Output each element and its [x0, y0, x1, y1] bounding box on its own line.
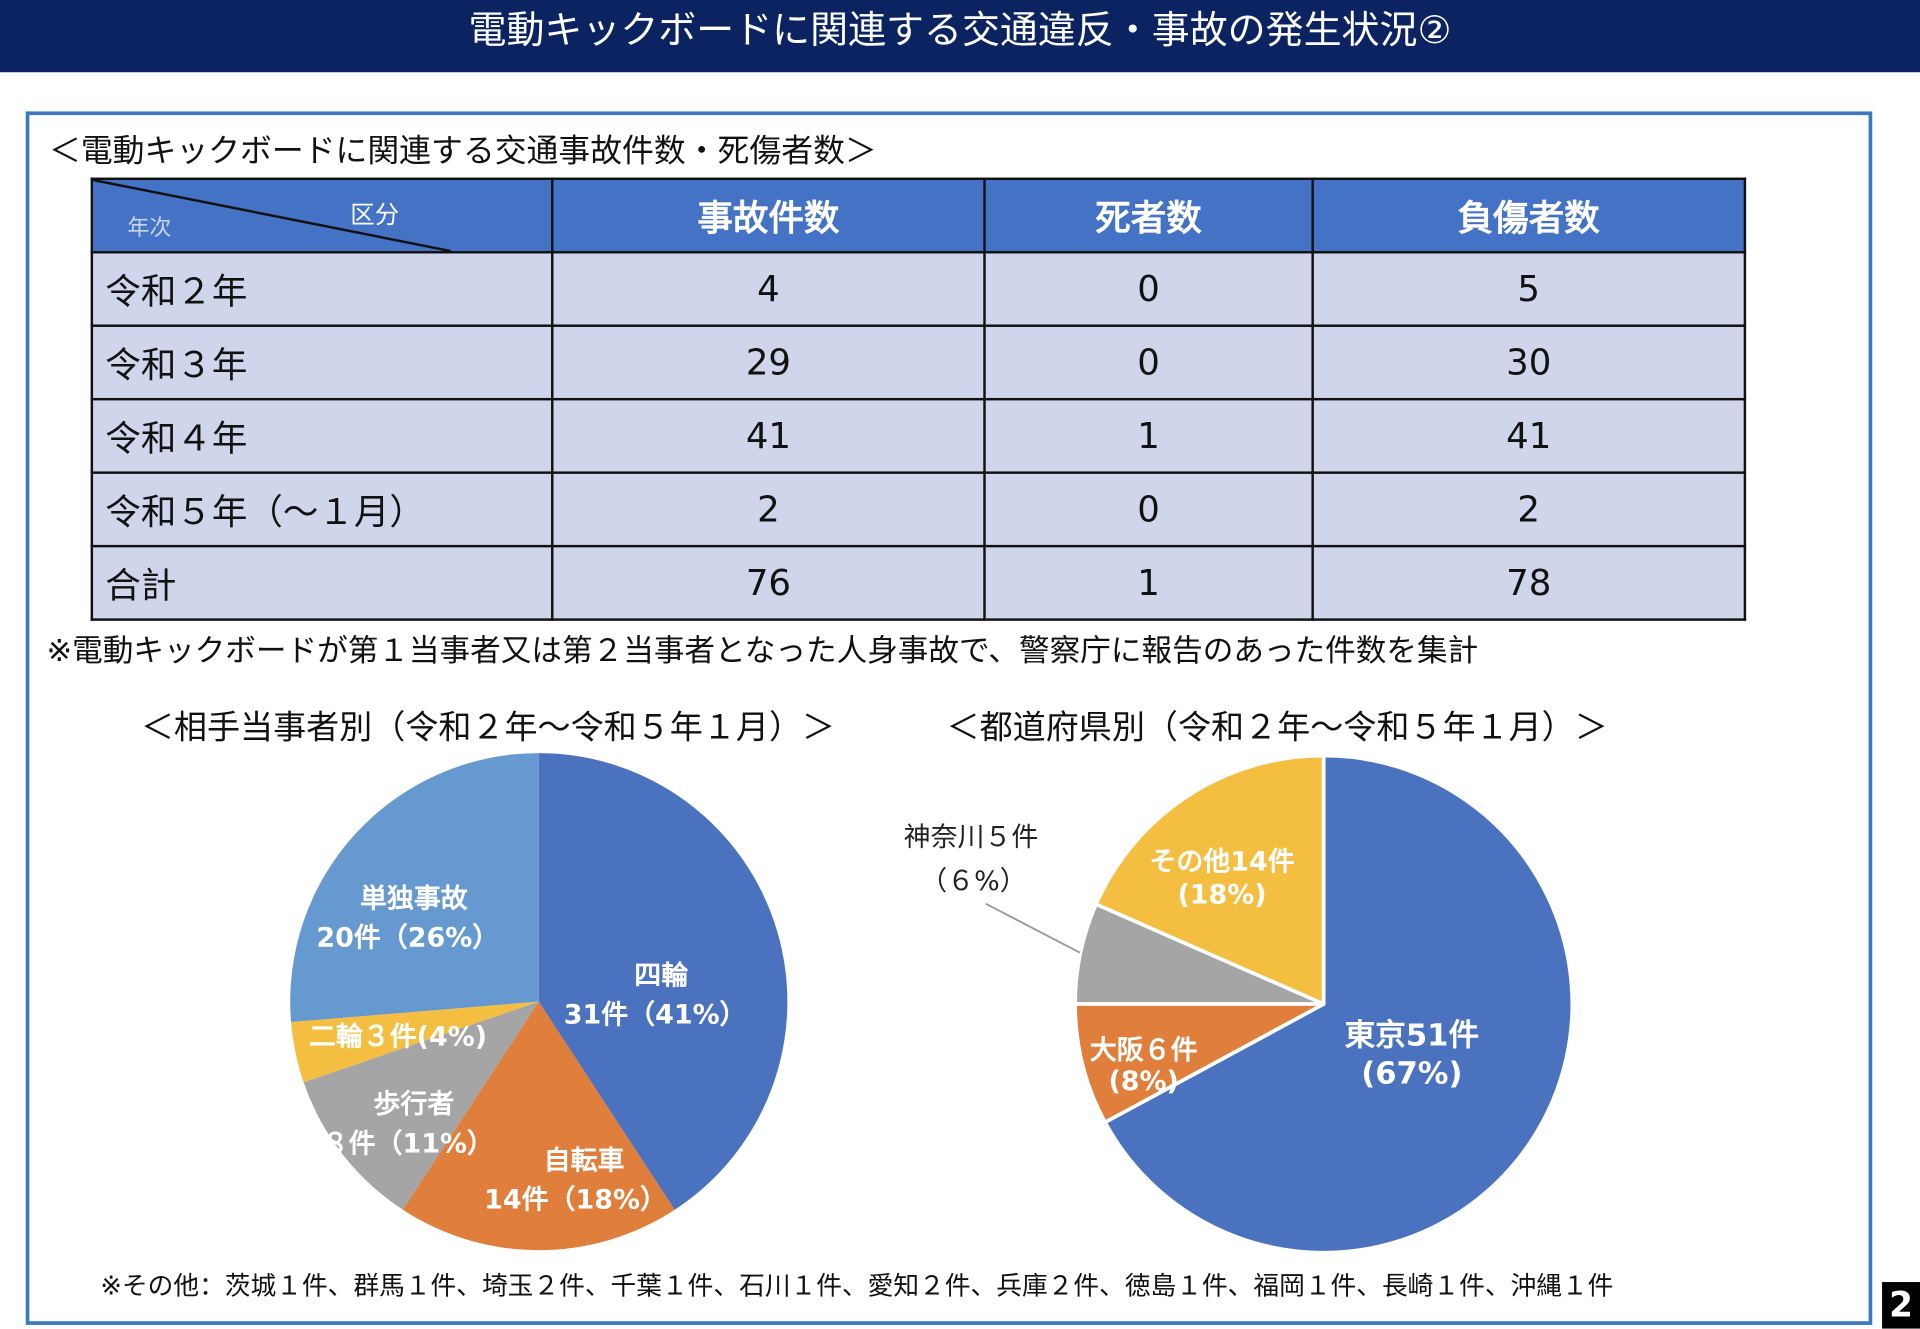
pie-slice-その他 [1093, 753, 1326, 1007]
row-label: 令和５年（～１月） [90, 471, 554, 548]
diagonal-line [93, 180, 451, 252]
pie-sublabel: （６%） [920, 866, 1027, 898]
column-header: 事故件数 [551, 177, 986, 254]
cell: 78 [1311, 544, 1747, 621]
cell: 0 [983, 471, 1314, 548]
pie-title-prefecture: ＜都道府県別（令和２年～令和５年１月）＞ [946, 708, 1608, 747]
pie-label: 四輪 [634, 961, 689, 992]
cell: 41 [551, 397, 986, 474]
pie-sublabel: (8%) [1108, 1066, 1179, 1098]
cell: 0 [983, 251, 1314, 327]
corner-cell: 区分 年次 [90, 177, 554, 254]
cell: 30 [1311, 324, 1747, 401]
row-label: 令和３年 [90, 324, 554, 401]
pie-label: 歩行者 [373, 1089, 455, 1121]
table-header-row: 区分 年次 事故件数 死者数 負傷者数 [90, 177, 1747, 254]
table-row: 令和５年（～１月） 2 0 2 [90, 471, 1747, 548]
pie-slice-東京 [1102, 753, 1575, 1255]
footnote: ※その他：茨城１件、群馬１件、埼玉２件、千葉１件、石川１件、愛知２件、兵庫２件、… [100, 1271, 1614, 1301]
pie-slice-歩行者 [303, 1001, 539, 1210]
table-row-total: 合計 76 1 78 [90, 544, 1747, 621]
cell: 1 [983, 397, 1314, 474]
pie-slice-四輪 [538, 753, 788, 1210]
cell: 76 [551, 544, 986, 621]
pie-label: 大阪６件 [1089, 1035, 1198, 1067]
page-title: 電動キックボードに関連する交通違反・事故の発生状況② [0, 0, 1920, 73]
cell: 0 [983, 324, 1314, 401]
cell: 4 [551, 251, 986, 327]
table-note: ※電動キックボードが第１当事者又は第２当事者となった人身事故で、警察庁に報告のあ… [46, 633, 1479, 669]
pie-label: 東京51件 [1344, 1017, 1480, 1054]
table-row: 令和３年 29 0 30 [90, 324, 1747, 401]
pie-label: 神奈川５件 [903, 822, 1039, 854]
table-title: ＜電動キックボードに関連する交通事故件数・死傷者数＞ [48, 133, 877, 171]
accident-table: 区分 年次 事故件数 死者数 負傷者数 令和２年 4 0 5 令和３年 29 0 30 令和… [90, 177, 1747, 621]
pie-sublabel: 14件（18%） [484, 1185, 667, 1216]
pie-sublabel: 31件（41%） [563, 1000, 747, 1032]
page-number: 2 [1882, 1282, 1920, 1329]
pie-slice-二輪 [291, 1001, 539, 1083]
cell: 29 [551, 324, 986, 401]
cell: 41 [1311, 397, 1747, 474]
pie-label: 二輪３件(4%) [308, 1022, 488, 1054]
row-label: 令和２年 [90, 251, 554, 327]
cell: 1 [983, 544, 1314, 621]
pie-slice-大阪 [1073, 1002, 1325, 1125]
corner-col-label: 区分 [350, 199, 400, 229]
row-label: 合計 [90, 544, 554, 621]
cell: 2 [551, 471, 986, 548]
pie-sublabel: (18%) [1177, 880, 1267, 912]
pie-sublabel: 20件（26%） [316, 923, 500, 954]
column-header: 死者数 [983, 177, 1314, 254]
corner-row-label: 年次 [127, 215, 172, 242]
column-header: 負傷者数 [1311, 177, 1747, 254]
pie-title-counterparty: ＜相手当事者別（令和２年～令和５年１月）＞ [140, 708, 836, 747]
pie-label: 単独事故 [359, 884, 468, 915]
table-row: 令和２年 4 0 5 [90, 251, 1747, 327]
pie-slice-自転車 [402, 1001, 675, 1251]
cell: 5 [1311, 251, 1747, 327]
leader-line [985, 902, 1081, 954]
table-row: 令和４年 41 1 41 [90, 397, 1747, 474]
row-label: 令和４年 [90, 397, 554, 474]
cell: 2 [1311, 471, 1747, 548]
pie-sublabel: ８件（11%） [321, 1128, 494, 1160]
pie-label: その他14件 [1149, 847, 1295, 878]
pie-sublabel: (67%) [1361, 1055, 1463, 1092]
pie-slice-単独事故 [290, 753, 539, 1023]
content-frame [25, 111, 1873, 1325]
pie-label: 自転車 [543, 1146, 625, 1177]
